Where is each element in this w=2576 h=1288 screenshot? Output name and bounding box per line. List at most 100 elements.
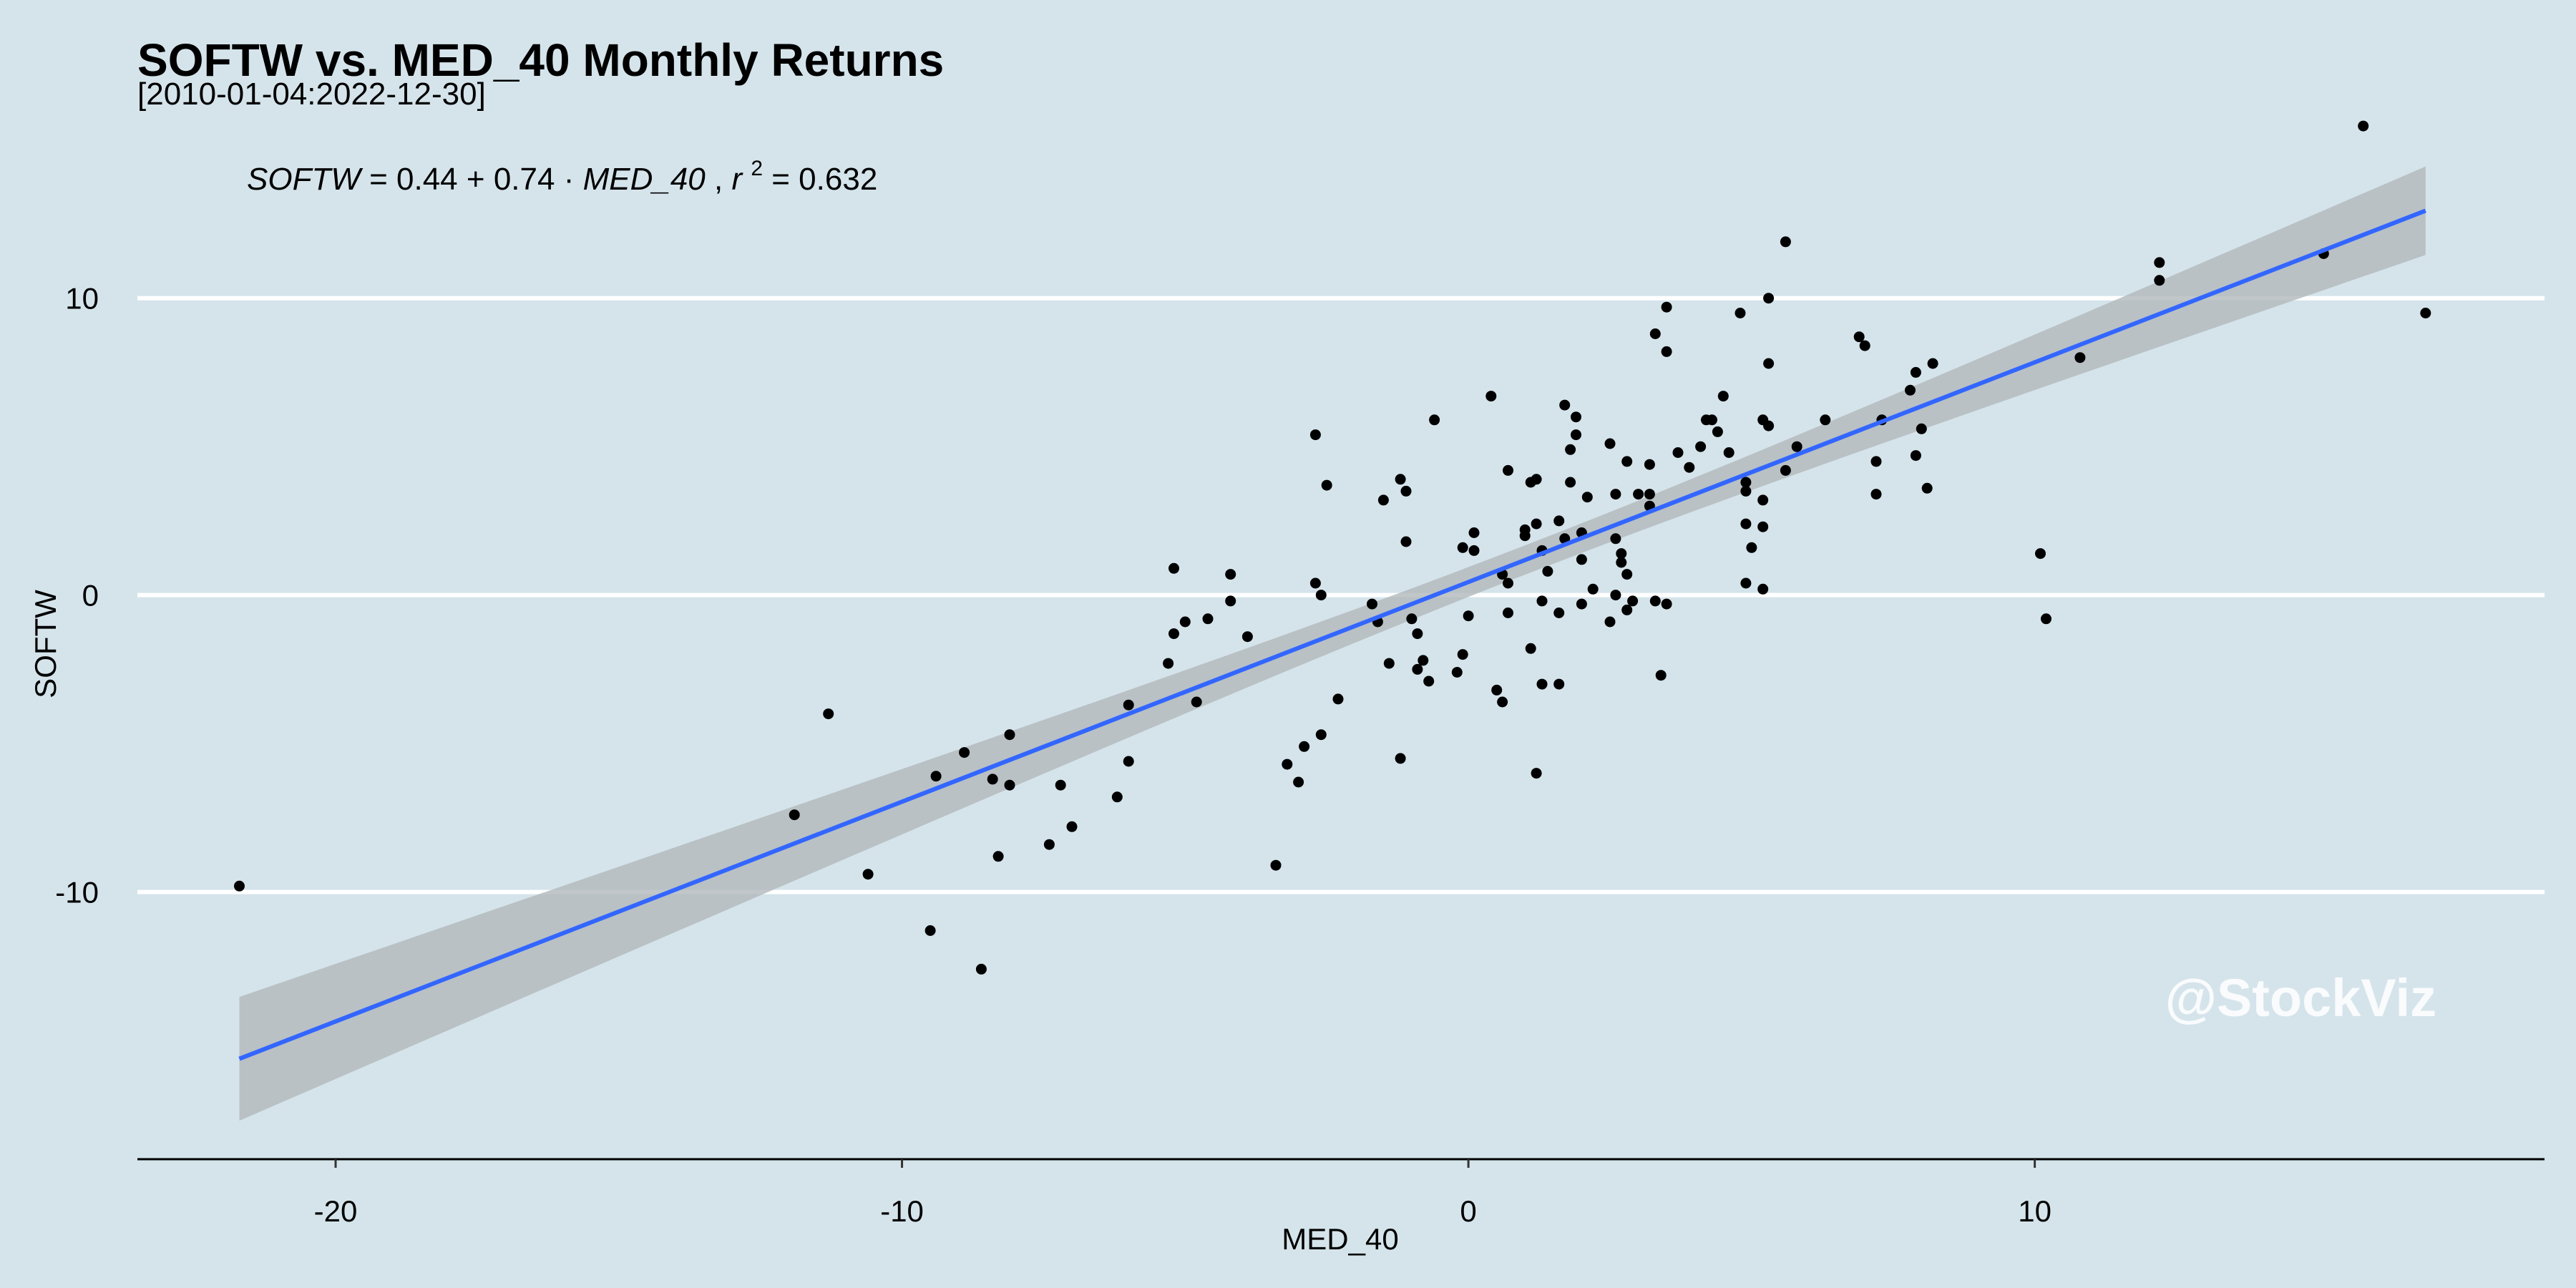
data-point	[1553, 608, 1565, 618]
data-point	[1581, 492, 1593, 503]
data-point	[1004, 729, 1015, 741]
data-point	[1757, 521, 1769, 532]
data-point	[1627, 595, 1639, 607]
data-point	[1525, 643, 1536, 654]
confidence-band	[239, 166, 2426, 1121]
data-point	[1066, 821, 1078, 832]
data-point	[1519, 530, 1531, 542]
data-point	[959, 747, 970, 758]
y-axis-label: SOFTW	[29, 590, 62, 698]
x-tick-label: -10	[880, 1194, 924, 1228]
data-point	[1542, 565, 1553, 577]
data-point	[1536, 595, 1548, 607]
data-point	[1757, 583, 1769, 595]
data-point	[862, 869, 874, 880]
data-point	[987, 774, 998, 785]
data-point	[1763, 420, 1775, 431]
data-point	[1859, 340, 1870, 351]
data-point	[1763, 293, 1775, 304]
chart-title: SOFTW vs. MED_40 Monthly Returns	[137, 34, 944, 86]
equation-r2-value: = 0.632	[771, 162, 877, 197]
data-point	[1169, 562, 1179, 574]
data-point	[1536, 678, 1548, 690]
data-point	[1559, 399, 1571, 411]
equation-intercept: 0.44	[396, 162, 458, 197]
data-point	[1169, 628, 1179, 640]
data-point	[1400, 536, 1412, 547]
data-point	[1820, 414, 1831, 426]
data-point	[1503, 577, 1513, 589]
data-point	[1853, 331, 1865, 343]
data-point	[1791, 441, 1802, 452]
data-point	[1503, 464, 1513, 476]
data-point	[1921, 482, 1933, 494]
data-point	[1717, 391, 1729, 402]
data-point	[1451, 667, 1463, 678]
data-point	[2154, 275, 2165, 286]
data-point	[1163, 658, 1174, 669]
equation-x-name: MED_40	[583, 162, 706, 197]
data-point	[1740, 485, 1752, 497]
data-point	[1587, 583, 1599, 595]
data-point	[1043, 839, 1055, 850]
data-point	[823, 708, 834, 720]
y-tick-label: 0	[82, 579, 99, 613]
data-point	[1610, 590, 1621, 601]
data-point	[1644, 459, 1655, 470]
data-point	[1565, 444, 1576, 455]
data-point	[1661, 346, 1672, 357]
watermark: @StockViz	[2165, 968, 2436, 1028]
data-point	[1740, 577, 1752, 589]
data-point	[1225, 595, 1236, 607]
data-point	[1927, 358, 1938, 369]
data-point	[1763, 358, 1775, 369]
data-point	[1418, 655, 1429, 666]
data-point	[1649, 595, 1661, 607]
data-point	[1332, 693, 1344, 705]
x-tick-label: 0	[1460, 1194, 1476, 1228]
data-point	[1695, 441, 1707, 452]
data-point	[1655, 670, 1667, 681]
regression-line	[238, 208, 2426, 1061]
data-point	[1735, 308, 1746, 318]
data-point	[1723, 447, 1735, 458]
chart-subtitle: [2010-01-04:2022-12-30]	[137, 77, 486, 112]
data-point	[1571, 411, 1581, 423]
data-point	[1531, 518, 1542, 530]
data-point	[2074, 352, 2086, 364]
data-point	[789, 809, 800, 821]
data-point	[1746, 542, 1757, 553]
data-point	[1531, 768, 1542, 779]
data-point	[1780, 236, 1791, 248]
data-point	[1191, 696, 1202, 708]
data-point	[1491, 684, 1503, 696]
data-point	[1293, 776, 1304, 788]
data-point	[1225, 569, 1236, 580]
data-point	[1111, 791, 1123, 803]
data-point	[992, 851, 1004, 862]
regression-line-group	[238, 208, 2426, 1061]
data-point	[1004, 779, 1015, 791]
data-point	[924, 925, 936, 936]
equation-slope: 0.74	[494, 162, 555, 197]
data-point	[1202, 613, 1214, 625]
data-point	[1503, 608, 1513, 618]
data-point	[1468, 545, 1480, 556]
data-point	[1870, 489, 1882, 500]
equation-dot: ·	[564, 162, 583, 197]
data-point	[1633, 489, 1644, 500]
y-axis: -10 0 10	[55, 282, 99, 909]
equation-plus: +	[467, 162, 494, 197]
data-point	[1910, 450, 1921, 462]
data-point	[2035, 548, 2046, 560]
data-point	[1553, 515, 1565, 527]
data-point	[1565, 477, 1576, 488]
data-point	[1429, 414, 1440, 426]
data-point	[1780, 464, 1791, 476]
data-point	[1740, 518, 1752, 530]
data-point	[1497, 696, 1508, 708]
equation-r-exponent: 2	[751, 157, 763, 180]
data-point	[1905, 384, 1916, 396]
data-point	[1457, 542, 1468, 553]
